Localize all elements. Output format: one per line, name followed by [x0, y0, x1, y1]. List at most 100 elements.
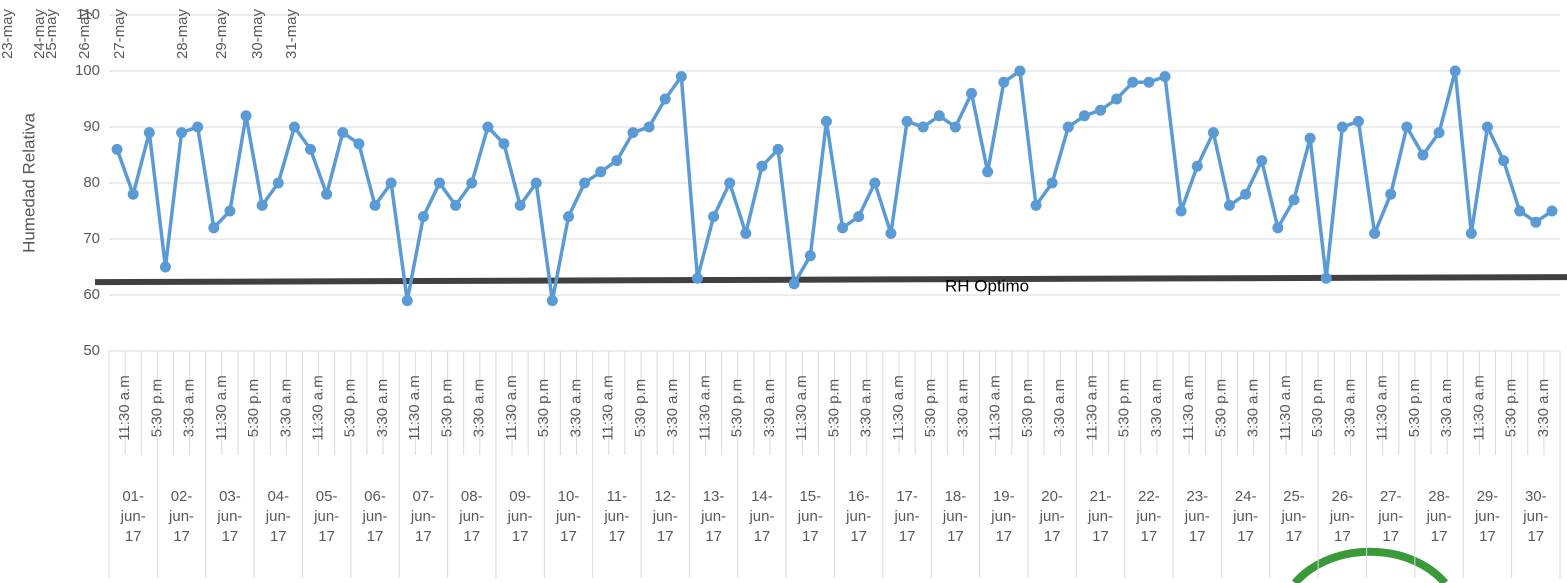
data-point [579, 177, 591, 189]
annotation: 27-may [111, 8, 128, 59]
x-tick-label: 3:30 a.m [567, 379, 584, 437]
data-point [369, 199, 381, 211]
data-point [756, 160, 768, 172]
data-point [1385, 188, 1397, 200]
data-point [434, 177, 446, 189]
x-tick-label: 11:30 a.m [793, 375, 810, 441]
data-point [885, 227, 897, 239]
data-point [1304, 132, 1316, 144]
data-point [514, 199, 526, 211]
x-tick-label: 3:30 a.m [1051, 379, 1068, 437]
data-point [143, 127, 155, 139]
x-tick-label: 11:30 a.m [213, 375, 230, 441]
data-point [675, 71, 687, 83]
group-label: 19-jun-17 [990, 488, 1016, 545]
data-point [691, 272, 703, 284]
x-tick-label: 11:30 a.m [1277, 375, 1294, 441]
data-point [1046, 177, 1058, 189]
data-point [498, 138, 510, 150]
group-label: 21-jun-17 [1087, 488, 1113, 545]
group-label: 04-jun-17 [265, 488, 291, 545]
reference-label: RH Optimo [945, 276, 1029, 295]
annotation: 26-may [76, 8, 93, 59]
group-label: 22-jun-17 [1135, 488, 1161, 545]
x-tick-label: 5:30 p.m [245, 379, 262, 437]
data-point [933, 110, 945, 122]
group-label: 23-jun-17 [1184, 488, 1210, 545]
data-point [1030, 199, 1042, 211]
group-label: 09-jun-17 [507, 488, 533, 545]
data-point [466, 177, 478, 189]
x-tick-label: 5:30 p.m [1309, 379, 1326, 437]
data-point [1272, 222, 1284, 234]
data-point [1481, 121, 1493, 133]
group-label: 10-jun-17 [555, 488, 581, 545]
y-tick-label: 110 [76, 6, 100, 23]
data-point [1498, 155, 1510, 167]
x-tick-label: 5:30 p.m [438, 379, 455, 437]
data-point [353, 138, 365, 150]
x-tick-label: 11:30 a.m [406, 375, 423, 441]
x-tick-label: 11:30 a.m [503, 375, 520, 441]
data-point [224, 205, 236, 217]
group-label: 18-jun-17 [942, 488, 968, 545]
data-point [1095, 104, 1107, 116]
x-tick-label: 3:30 a.m [1148, 379, 1165, 437]
group-label: 26-jun-17 [1329, 488, 1355, 545]
data-point [998, 76, 1010, 88]
data-point [288, 121, 300, 133]
group-label: 28-jun-17 [1426, 488, 1452, 545]
data-point [1191, 160, 1203, 172]
x-tick-label: 3:30 a.m [374, 379, 391, 437]
data-point [643, 121, 655, 133]
data-point [176, 127, 188, 139]
group-label: 01-jun-17 [120, 488, 146, 545]
series-line [115, 69, 1553, 303]
data-point [1417, 149, 1429, 161]
annotation: 25-may [43, 8, 60, 59]
x-tick-label: 11:30 a.m [116, 375, 133, 441]
group-label: 12-jun-17 [652, 488, 678, 545]
data-point [1546, 205, 1558, 217]
x-tick-label: 3:30 a.m [954, 379, 971, 437]
x-tick-label: 3:30 a.m [1535, 379, 1552, 437]
data-point [256, 199, 268, 211]
group-label: 24-jun-17 [1232, 488, 1258, 545]
annotation: 29-may [213, 8, 230, 59]
data-point [1401, 121, 1413, 133]
group-label: 17-jun-17 [894, 488, 920, 545]
y-tick-label: 50 [83, 342, 100, 359]
group-label: 16-jun-17 [845, 488, 871, 545]
data-point [820, 115, 832, 127]
annotation: 31-may [283, 8, 300, 59]
data-point [627, 127, 639, 139]
group-label: 25-jun-17 [1280, 488, 1306, 545]
x-tick-label: 11:30 a.m [309, 375, 326, 441]
x-tick-label: 11:30 a.m [890, 375, 907, 441]
x-tick-label: 11:30 a.m [1470, 375, 1487, 441]
data-point [837, 222, 849, 234]
data-point [1062, 121, 1074, 133]
data-point [385, 177, 397, 189]
data-point [1465, 227, 1477, 239]
group-label: 15-jun-17 [797, 488, 823, 545]
x-tick-label: 3:30 a.m [277, 379, 294, 437]
data-point [337, 127, 349, 139]
x-tick-label: 5:30 p.m [1116, 379, 1133, 437]
annotation: 23-may [0, 8, 16, 59]
data-point [562, 211, 574, 223]
data-point [611, 155, 623, 167]
y-tick-label: 100 [75, 62, 100, 79]
decoration [1291, 547, 1449, 583]
group-label: 08-jun-17 [458, 488, 484, 545]
data-point [724, 177, 736, 189]
data-point [1320, 272, 1332, 284]
data-point [1175, 205, 1187, 217]
data-point [659, 93, 671, 105]
data-point [272, 177, 284, 189]
group-label: 11-jun-17 [603, 488, 629, 545]
data-point [788, 278, 800, 290]
data-point [1159, 71, 1171, 83]
x-tick-label: 5:30 p.m [729, 379, 746, 437]
data-point [1111, 93, 1123, 105]
